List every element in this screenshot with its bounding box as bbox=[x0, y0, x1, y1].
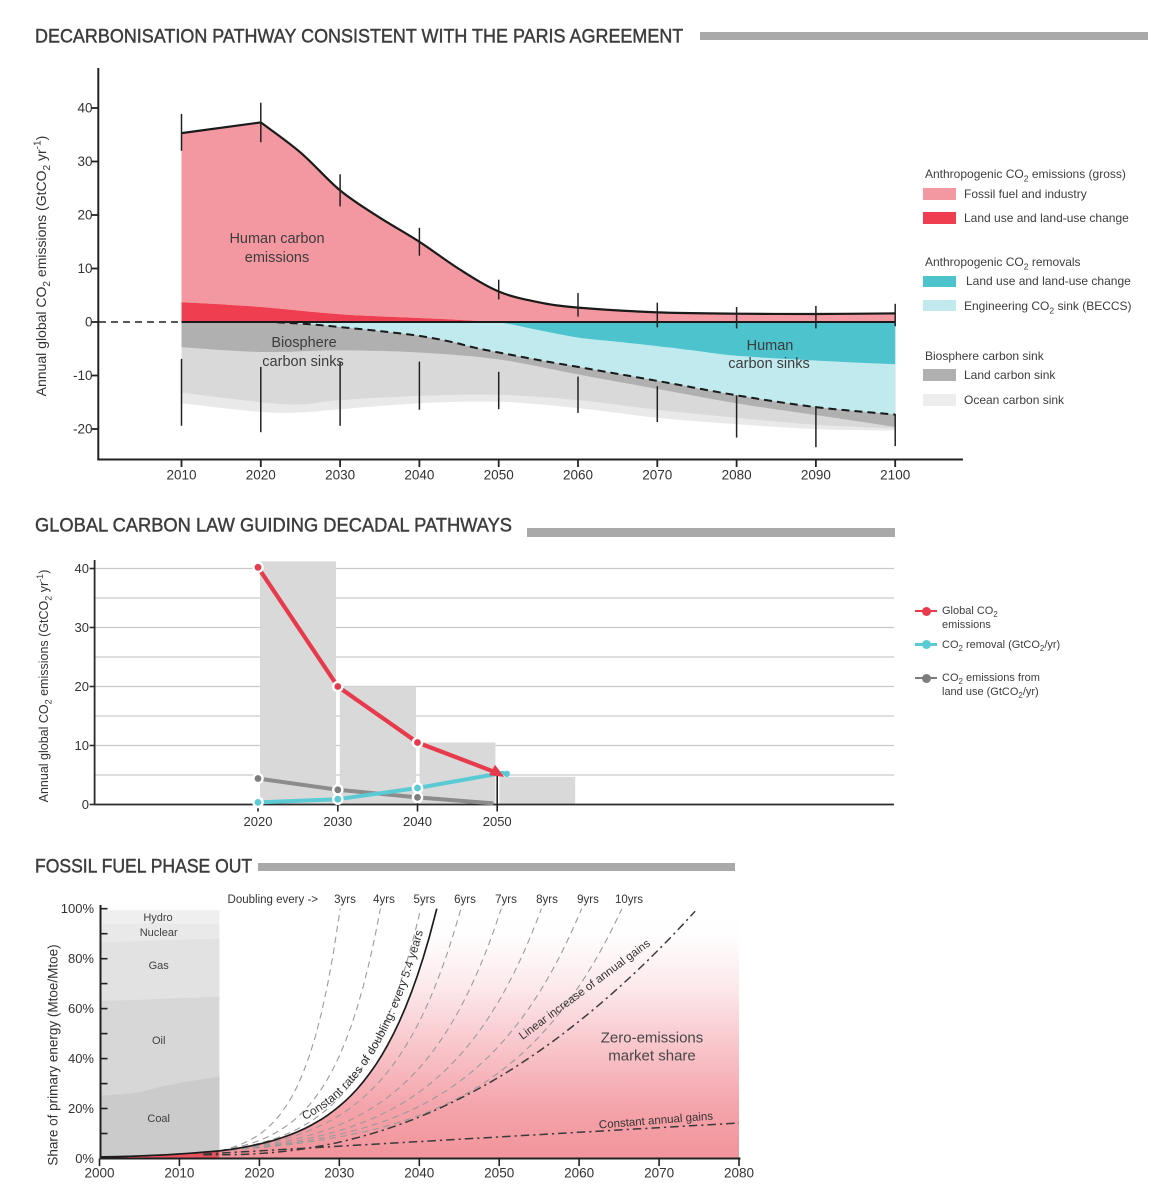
svg-text:80%: 80% bbox=[68, 951, 94, 966]
svg-text:40: 40 bbox=[77, 101, 92, 116]
svg-text:2030: 2030 bbox=[323, 814, 352, 829]
svg-text:10: 10 bbox=[75, 738, 89, 753]
svg-text:10: 10 bbox=[77, 261, 92, 276]
svg-text:40%: 40% bbox=[68, 1051, 94, 1066]
svg-text:2020: 2020 bbox=[244, 1166, 274, 1181]
svg-text:30: 30 bbox=[75, 620, 89, 635]
svg-text:2030: 2030 bbox=[324, 1166, 354, 1181]
svg-text:2060: 2060 bbox=[564, 1166, 594, 1181]
svg-text:100%: 100% bbox=[61, 901, 95, 916]
svg-text:2000: 2000 bbox=[84, 1166, 114, 1181]
svg-text:2050: 2050 bbox=[483, 814, 512, 829]
svg-text:2040: 2040 bbox=[404, 1166, 434, 1181]
svg-text:60%: 60% bbox=[68, 1001, 94, 1016]
svg-text:2050: 2050 bbox=[484, 1166, 514, 1181]
svg-text:40: 40 bbox=[75, 561, 89, 576]
svg-text:2010: 2010 bbox=[164, 1166, 194, 1181]
svg-text:0: 0 bbox=[85, 315, 93, 330]
svg-text:20%: 20% bbox=[68, 1101, 94, 1116]
svg-text:30: 30 bbox=[77, 154, 92, 169]
svg-text:2050: 2050 bbox=[484, 468, 514, 483]
svg-text:2020: 2020 bbox=[246, 468, 276, 483]
svg-text:20: 20 bbox=[75, 679, 89, 694]
svg-text:2040: 2040 bbox=[403, 814, 432, 829]
svg-text:2080: 2080 bbox=[724, 1166, 754, 1181]
svg-text:-20: -20 bbox=[73, 422, 93, 437]
svg-text:-10: -10 bbox=[73, 368, 93, 383]
svg-text:2030: 2030 bbox=[325, 468, 355, 483]
svg-text:0%: 0% bbox=[75, 1151, 94, 1166]
svg-text:2010: 2010 bbox=[166, 468, 196, 483]
svg-text:2070: 2070 bbox=[644, 1166, 674, 1181]
svg-text:2080: 2080 bbox=[722, 468, 752, 483]
svg-text:2070: 2070 bbox=[642, 468, 672, 483]
svg-text:2040: 2040 bbox=[404, 468, 434, 483]
svg-text:0: 0 bbox=[82, 797, 89, 812]
svg-text:2090: 2090 bbox=[801, 468, 831, 483]
svg-text:20: 20 bbox=[77, 208, 92, 223]
svg-text:2100: 2100 bbox=[880, 468, 910, 483]
svg-text:2020: 2020 bbox=[244, 814, 273, 829]
svg-text:2060: 2060 bbox=[563, 468, 593, 483]
